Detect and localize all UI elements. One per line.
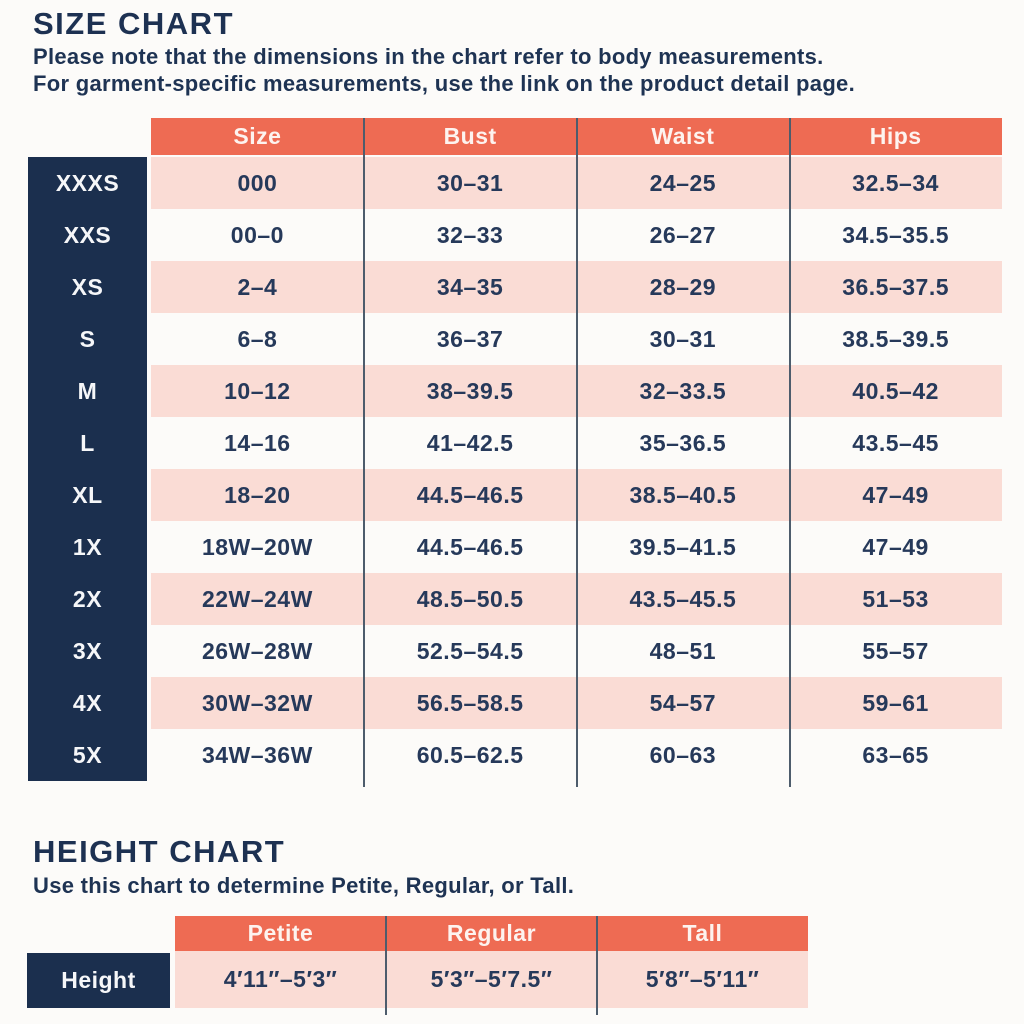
size-row-label: 5X — [72, 741, 103, 768]
size-cell-hips: 36.5–37.5 — [842, 273, 950, 300]
height-table-header-petite: Petite — [175, 916, 386, 951]
size-cell-bust: 34–35 — [436, 273, 504, 300]
size-cell-hips: 47–49 — [862, 481, 929, 508]
size-cell-bust: 48.5–50.5 — [416, 585, 524, 612]
size-cell-size: 30W–32W — [201, 689, 313, 716]
size-cell-hips: 43.5–45 — [852, 429, 939, 456]
size-cell-hips: 59–61 — [862, 689, 929, 716]
size-cell-size: 10–12 — [224, 377, 291, 404]
table-row: 18W–20W 44.5–46.5 39.5–41.5 47–49 — [151, 521, 1002, 573]
size-row-label: 3X — [72, 637, 103, 664]
size-cell-waist: 60–63 — [649, 741, 717, 768]
size-cell-hips: 38.5–39.5 — [842, 325, 950, 352]
size-cell-size: 18W–20W — [201, 533, 313, 560]
height-table-divider-2 — [596, 916, 598, 1015]
size-table-header-size: Size — [151, 118, 364, 155]
size-table-header-waist: Waist — [576, 118, 790, 155]
size-cell-hips: 34.5–35.5 — [842, 221, 950, 248]
size-cell-size: 00–0 — [230, 221, 284, 248]
table-row: 6–8 36–37 30–31 38.5–39.5 — [151, 313, 1002, 365]
size-cell-waist: 28–29 — [649, 273, 717, 300]
size-table-divider-3 — [789, 118, 791, 787]
size-cell-waist: 35–36.5 — [639, 429, 727, 456]
size-cell-hips: 47–49 — [862, 533, 929, 560]
size-cell-bust: 60.5–62.5 — [416, 741, 524, 768]
height-value-regular: 5′3″–5′7.5″ — [430, 966, 553, 992]
size-cell-size: 26W–28W — [201, 637, 313, 664]
size-row-label: XS — [71, 273, 104, 300]
size-row-label: XL — [72, 481, 103, 508]
size-row-label: L — [80, 429, 95, 456]
size-cell-hips: 32.5–34 — [852, 169, 939, 196]
size-cell-waist: 43.5–45.5 — [629, 585, 737, 612]
height-value-tall: 5′8″–5′11″ — [645, 966, 760, 992]
size-row-label: M — [77, 377, 98, 404]
size-row-label: XXS — [63, 221, 112, 248]
size-cell-waist: 24–25 — [649, 169, 717, 196]
size-table-divider-2 — [576, 118, 578, 787]
size-cell-hips: 55–57 — [862, 637, 929, 664]
size-cell-waist: 48–51 — [649, 637, 717, 664]
size-row-label: 2X — [72, 585, 103, 612]
size-cell-waist: 32–33.5 — [639, 377, 727, 404]
size-table-header-bust: Bust — [363, 118, 577, 155]
size-cell-size: 22W–24W — [201, 585, 313, 612]
size-cell-size: 2–4 — [237, 273, 278, 300]
size-row-label: 4X — [72, 689, 103, 716]
height-chart-note: Use this chart to determine Petite, Regu… — [33, 873, 575, 898]
size-table-header-hips: Hips — [789, 118, 1002, 155]
size-cell-waist: 39.5–41.5 — [629, 533, 737, 560]
size-cell-bust: 36–37 — [436, 325, 504, 352]
height-table-header: Petite Regular Tall — [175, 916, 808, 951]
size-chart-title: SIZE CHART — [33, 6, 234, 41]
size-chart-note-line2: For garment-specific measurements, use t… — [33, 71, 856, 96]
size-table-divider-1 — [363, 118, 365, 787]
size-cell-hips: 63–65 — [862, 741, 929, 768]
table-row: 26W–28W 52.5–54.5 48–51 55–57 — [151, 625, 1002, 677]
height-table-row: 4′11″–5′3″ 5′3″–5′7.5″ 5′8″–5′11″ — [175, 951, 808, 1008]
size-cell-bust: 52.5–54.5 — [416, 637, 524, 664]
size-cell-size: 6–8 — [237, 325, 278, 352]
size-cell-bust: 30–31 — [436, 169, 504, 196]
size-cell-bust: 32–33 — [436, 221, 504, 248]
size-chart-note-line1: Please note that the dimensions in the c… — [33, 44, 824, 69]
size-cell-bust: 44.5–46.5 — [416, 481, 524, 508]
size-cell-hips: 40.5–42 — [852, 377, 939, 404]
size-cell-bust: 56.5–58.5 — [416, 689, 524, 716]
size-cell-hips: 51–53 — [862, 585, 929, 612]
size-row-label: S — [79, 325, 96, 352]
size-cell-size: 14–16 — [224, 429, 291, 456]
table-row: 00–0 32–33 26–27 34.5–35.5 — [151, 209, 1002, 261]
size-row-label: 1X — [72, 533, 103, 560]
height-table-header-tall: Tall — [597, 916, 808, 951]
size-cell-size: 000 — [237, 169, 278, 196]
size-table-row-labels: XXXS XXS XS S M L XL 1X 2X 3X 4X 5X — [28, 157, 147, 781]
size-cell-bust: 38–39.5 — [426, 377, 514, 404]
size-cell-bust: 41–42.5 — [426, 429, 514, 456]
height-value-petite: 4′11″–5′3″ — [223, 966, 338, 992]
height-table-divider-1 — [385, 916, 387, 1015]
table-row: 34W–36W 60.5–62.5 60–63 63–65 — [151, 729, 1002, 781]
size-cell-waist: 26–27 — [649, 221, 717, 248]
size-cell-waist: 54–57 — [649, 689, 717, 716]
height-table-header-regular: Regular — [386, 916, 597, 951]
size-table-header: Size Bust Waist Hips — [151, 118, 1002, 155]
size-cell-size: 34W–36W — [201, 741, 313, 768]
size-cell-waist: 30–31 — [649, 325, 717, 352]
size-cell-bust: 44.5–46.5 — [416, 533, 524, 560]
height-chart-title: HEIGHT CHART — [33, 834, 286, 869]
size-row-label: XXXS — [55, 169, 120, 196]
height-row-label: Height — [27, 953, 170, 1008]
size-cell-size: 18–20 — [224, 481, 291, 508]
table-row: 14–16 41–42.5 35–36.5 43.5–45 — [151, 417, 1002, 469]
size-cell-waist: 38.5–40.5 — [629, 481, 737, 508]
